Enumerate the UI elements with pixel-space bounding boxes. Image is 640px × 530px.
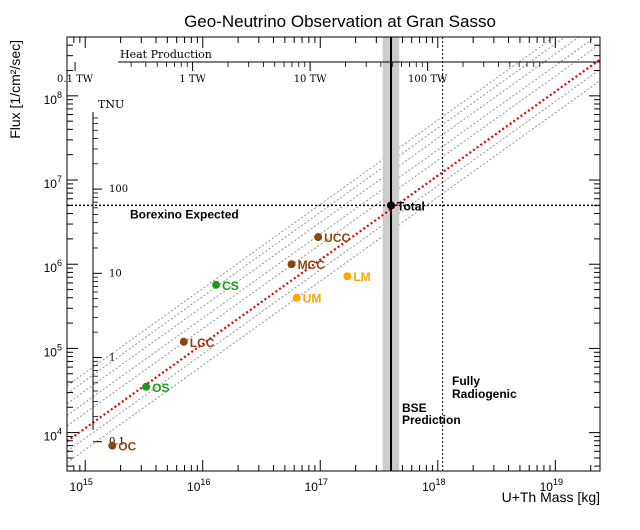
diagonal-grid-line — [67, 37, 597, 416]
point-lm — [343, 272, 352, 281]
point-mcc-label: MCC — [298, 258, 326, 272]
reference-bands — [67, 37, 600, 471]
y-tick-label: 107 — [44, 174, 62, 191]
x-tick-label: 1016 — [187, 477, 210, 494]
point-mcc — [287, 260, 296, 269]
point-os-label: OS — [152, 381, 169, 395]
diagonal-grid-line — [67, 37, 580, 405]
x-tick-label: 1018 — [422, 477, 445, 494]
fully-radiogenic-line1: Fully — [452, 374, 480, 388]
x-tick-label: 1017 — [305, 477, 328, 494]
point-um-label: UM — [303, 292, 322, 306]
point-lcc — [179, 337, 188, 346]
point-lm-label: LM — [353, 270, 370, 284]
point-ucc — [314, 233, 323, 242]
fit-line — [67, 58, 600, 443]
heat-axis-label: Heat Production — [120, 48, 212, 61]
point-oc-label: OC — [118, 440, 136, 454]
point-total-label: Total — [397, 199, 425, 213]
tnu-tick-label: 10 — [109, 268, 122, 279]
x-axis-label: U+Th Mass [kg] — [502, 489, 600, 505]
fully-radiogenic-line2: Radiogenic — [452, 387, 517, 401]
axes-layer: 1015 1016 1017 1018 1019 104 105 106 107 108 — [44, 36, 601, 494]
diagonal-grid-line — [67, 80, 600, 463]
point-cs-label: CS — [222, 279, 239, 293]
point-total — [387, 201, 396, 210]
point-oc — [108, 441, 117, 450]
tnu-tick-label: 100 — [109, 184, 128, 195]
tnu-axis: TNU 100 10 1 0.1 — [92, 98, 128, 448]
tnu-tick-label: 0.1 — [109, 437, 125, 448]
plot-frame — [66, 36, 601, 472]
y-axis-label: Flux [1/cm²/sec] — [7, 40, 23, 139]
diagonal-grid-line — [67, 69, 600, 452]
y-tick-label: 108 — [44, 90, 62, 107]
diagonal-grid-line — [67, 43, 600, 427]
point-um — [292, 293, 301, 302]
tnu-axis-label: TNU — [98, 98, 124, 111]
heat-tick-label: 100 TW — [408, 74, 448, 85]
bse-label-line2: Prediction — [402, 413, 461, 427]
borexino-expected-label: Borexino Expected — [130, 207, 239, 221]
point-cs — [212, 280, 221, 289]
tnu-tick-label: 1 — [109, 353, 115, 364]
x-tick-label: 1015 — [70, 477, 93, 494]
heat-tick-label: 0.1 TW — [57, 74, 94, 85]
diagonal-grid-line — [67, 37, 555, 387]
point-lcc-label: LCC — [190, 336, 215, 350]
bse-label-line1: BSE — [402, 401, 427, 415]
point-ucc-label: UCC — [324, 231, 350, 245]
y-tick-label: 106 — [44, 258, 62, 275]
heat-tick-label: 10 TW — [294, 74, 328, 85]
chart-title: Geo-Neutrino Observation at Gran Sasso — [184, 12, 496, 31]
y-tick-label: 105 — [44, 342, 62, 359]
heat-tick-label: 1 TW — [179, 74, 206, 85]
fit-line-layer — [67, 58, 600, 443]
y-tick-label: 104 — [44, 427, 62, 444]
diagonal-grid-line — [67, 37, 566, 395]
x-tick-label: 1019 — [540, 477, 563, 494]
grid-lines — [67, 37, 600, 463]
heat-production-axis: Heat Production 0.1 TW 1 TW 10 TW 100 TW — [57, 48, 600, 85]
point-os — [142, 382, 151, 391]
data-points: OC OS LCC CS MCC UCC UM LM Total — [108, 199, 425, 454]
